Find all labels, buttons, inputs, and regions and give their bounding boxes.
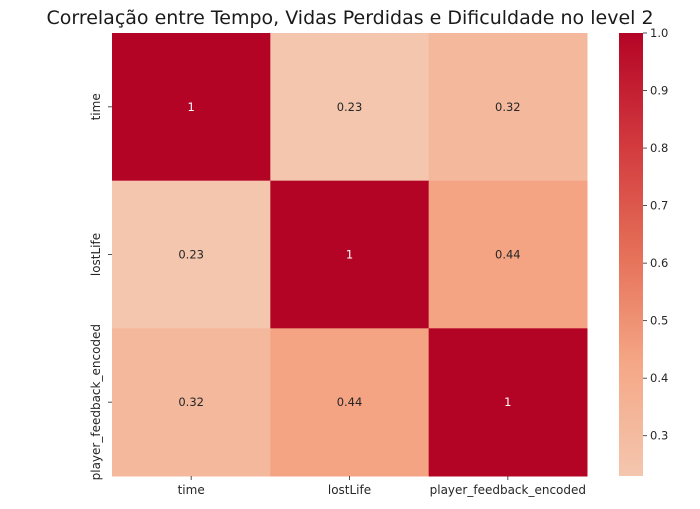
colorbar-tick-label: 0.9 [650,84,668,98]
x-tick-label: lostLife [328,483,371,497]
heatmap-cell [270,328,430,477]
cell-value-label: 0.32 [495,100,521,114]
y-tick-label: lostLife [89,233,103,276]
cell-value-label: 0.32 [178,395,204,409]
cell-value-label: 1 [504,395,511,409]
cell-value-label: 0.23 [178,248,204,262]
colorbar-tick-label: 0.6 [650,256,668,270]
colorbar-tick-label: 0.8 [650,141,668,155]
colorbar-tick-label: 1.0 [650,26,668,40]
x-axis: time lostLife player_feedback_encoded [178,476,586,497]
colorbar-tick-label: 0.3 [650,429,668,443]
colorbar-tick-label: 0.7 [650,199,668,213]
cell-value-label: 1 [188,100,195,114]
heatmap-cells [112,33,588,477]
heatmap-cell [270,33,430,182]
x-tick-label: player_feedback_encoded [430,483,586,497]
cell-value-label: 0.23 [337,100,363,114]
heatmap-cell [112,33,271,182]
colorbar-gradient [619,33,643,476]
x-tick-label: time [178,483,205,497]
chart-title: Correlação entre Tempo, Vidas Perdidas e… [46,7,654,29]
cell-value-label: 0.44 [495,248,521,262]
heatmap-cell [428,33,588,182]
colorbar: 0.3 0.4 0.5 0.6 0.7 0.8 0.9 1.0 [619,26,668,476]
heatmap-cell [428,328,588,477]
y-axis: time lostLife player_feedback_encoded [89,93,112,480]
cell-value-label: 1 [346,248,353,262]
cell-labels: 1 0.23 0.32 0.23 1 0.44 0.32 0.44 1 [178,100,520,409]
cell-value-label: 0.44 [337,395,363,409]
y-tick-label: player_feedback_encoded [89,324,103,480]
heatmap-cell [112,328,271,477]
colorbar-tick-label: 0.4 [650,371,668,385]
heatmap-cell [270,180,430,329]
heatmap-cell [112,180,271,329]
heatmap-cell [428,180,588,329]
colorbar-tick-label: 0.5 [650,314,668,328]
y-tick-label: time [89,93,103,120]
